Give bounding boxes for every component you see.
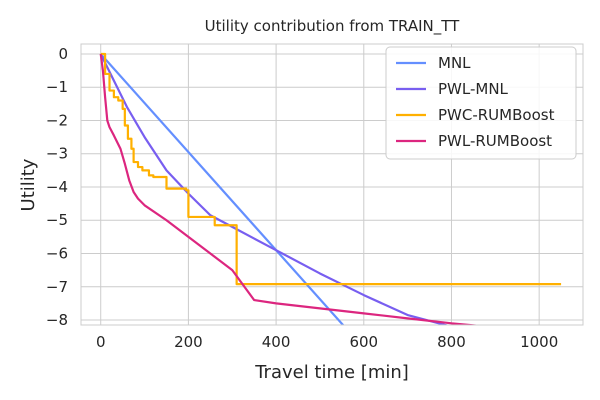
chart-title: Utility contribution from TRAIN_TT [205, 17, 461, 36]
series-line-pwc-rumboost [100, 52, 562, 286]
legend-box [385, 46, 577, 160]
legend-label-pwl-mnl: PWL-MNL [438, 80, 509, 98]
y-tick-label: −5 [46, 211, 68, 229]
y-tick-label: 0 [58, 45, 68, 63]
y-tick-label: −7 [46, 278, 68, 296]
series-line-pwl-mnl [99, 53, 450, 325]
y-tick-label: −6 [46, 245, 68, 263]
x-axis-title: Travel time [min] [254, 362, 409, 383]
x-tick-label: 200 [174, 333, 203, 351]
series-lines [99, 52, 562, 325]
plot-frame [80, 43, 584, 326]
y-tick-label: −2 [46, 111, 68, 129]
y-axis-title: Utility [18, 158, 39, 211]
legend-label-pwc-rumboost: PWC-RUMBoost [438, 106, 555, 124]
x-tick-label: 600 [349, 333, 378, 351]
y-tick-label: −8 [46, 311, 68, 329]
legend: MNL PWL-MNL PWC-RUMBoost PWL-RUMBoost [385, 46, 577, 160]
y-tick-label: −1 [46, 78, 68, 96]
legend-label-mnl: MNL [438, 54, 471, 72]
x-tick-label: 400 [262, 333, 291, 351]
legend-label-pwl-rumboost: PWL-RUMBoost [438, 132, 552, 150]
x-tick-label: 0 [96, 333, 106, 351]
tick-labels: 0 200 400 600 800 1000 0 −1 −2 −3 −4 −5 −6 −7 −8 [46, 45, 558, 351]
x-tick-label: 1000 [520, 333, 558, 351]
y-tick-label: −3 [46, 145, 68, 163]
x-tick-label: 800 [437, 333, 466, 351]
series-line-mnl [99, 53, 345, 325]
y-tick-label: −4 [46, 178, 68, 196]
series-line-pwl-rumboost [99, 53, 482, 325]
